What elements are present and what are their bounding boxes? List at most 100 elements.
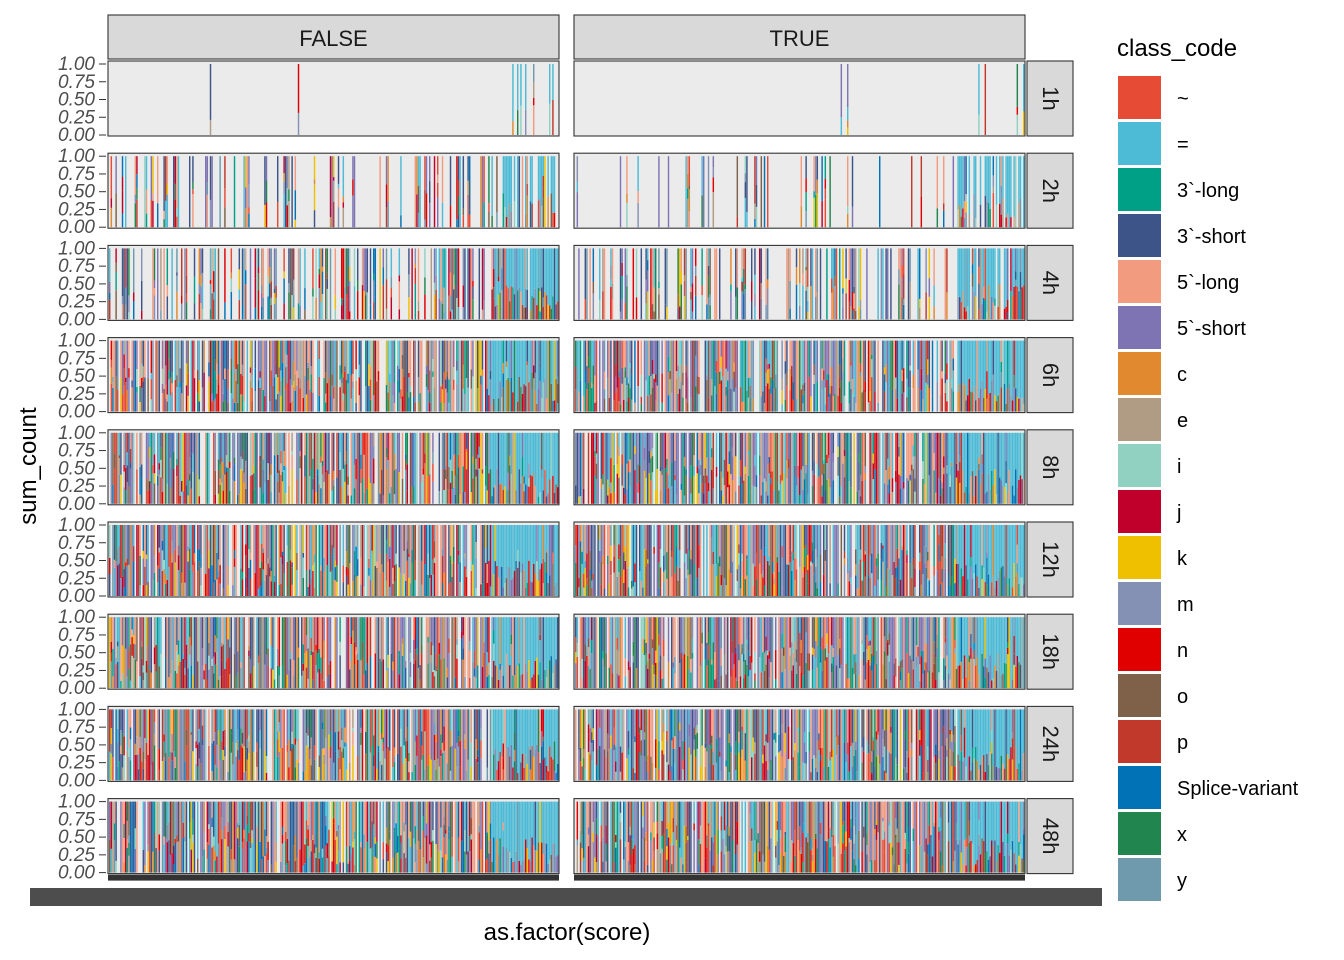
bar-segment [240,468,242,504]
bar-segment [1013,495,1015,504]
bar-segment [821,340,823,369]
bar-segment [807,340,809,412]
bar-segment [160,447,162,460]
bar [805,340,807,412]
bar-segment [869,391,871,401]
bar-segment [733,340,735,363]
bar [273,340,276,412]
bar-segment [176,248,178,273]
bar-segment [264,340,266,397]
bar-segment [286,205,289,228]
bar-segment [690,493,692,504]
bar-segment [176,459,178,466]
bar-segment [986,371,988,399]
bar [704,432,707,504]
bar-segment [406,490,409,504]
bar-segment [903,248,905,275]
bar [265,340,268,412]
bar-segment [243,401,245,412]
bar [965,248,967,320]
bar-segment [594,450,596,457]
bar-segment [973,291,975,320]
bar-segment [712,340,715,384]
bar-segment [115,271,117,291]
bar [345,432,348,504]
bar-segment [834,394,836,412]
bar-segment [128,340,130,369]
bar-segment [176,476,178,504]
bar-segment [715,466,718,477]
bar [413,432,415,504]
bar [1015,156,1017,228]
bar-segment [887,340,889,412]
bar [293,248,295,320]
bar-segment [959,248,961,298]
bar-segment [304,376,306,412]
bar-segment [387,392,389,400]
bar-segment [542,248,545,298]
bar-segment [613,400,615,412]
bar-segment [531,296,533,320]
bar [185,432,188,504]
bar [754,248,756,320]
bar-segment [411,432,413,487]
bar-segment [504,432,506,487]
bar-segment [595,453,598,464]
bar-segment [309,340,311,390]
bar-segment [971,340,974,393]
bar-segment [1010,395,1012,412]
bar-segment [915,432,918,504]
bar-segment [478,432,481,447]
bar-segment [709,432,711,504]
bar-segment [763,340,766,403]
bar-segment [784,399,787,412]
bar [1008,340,1011,412]
bar [989,340,991,412]
bar [979,156,982,228]
bar [805,156,807,228]
bar-segment [1015,156,1017,228]
bar-segment [424,432,426,454]
bar-segment [435,275,437,290]
bar-segment [321,266,324,272]
bar-segment [803,383,806,392]
bar [408,248,410,320]
bar-segment [142,340,145,367]
bar-segment [261,285,263,293]
bar-segment [839,364,841,377]
bar-segment [695,295,697,320]
bar [307,340,309,412]
bar [470,432,473,504]
bar-segment [731,432,734,448]
bar-segment [1015,432,1017,470]
bar [481,432,484,504]
bar-segment [534,390,537,412]
bar-segment [229,461,231,469]
bar-segment [211,248,213,294]
bar-segment [325,472,327,504]
bar-segment [373,432,375,447]
bar-segment [968,494,971,504]
bar [261,340,263,412]
bar-segment [711,469,713,504]
bar [744,432,747,504]
bar-segment [493,298,495,320]
bar-segment [187,432,189,472]
bar [313,156,316,228]
panel-border [573,244,1026,321]
bar-segment [987,340,990,395]
bar-segment [409,385,412,393]
bar [449,248,452,320]
bar [232,340,234,412]
bar-segment [424,453,426,464]
bar-segment [613,340,615,400]
bar-segment [859,309,862,320]
bar-segment [525,156,527,215]
bar [901,432,903,504]
bar [352,340,354,412]
bar-segment [429,392,431,403]
bar-segment [320,462,322,489]
bar [965,156,967,228]
bar [459,432,461,504]
bar [968,156,971,228]
